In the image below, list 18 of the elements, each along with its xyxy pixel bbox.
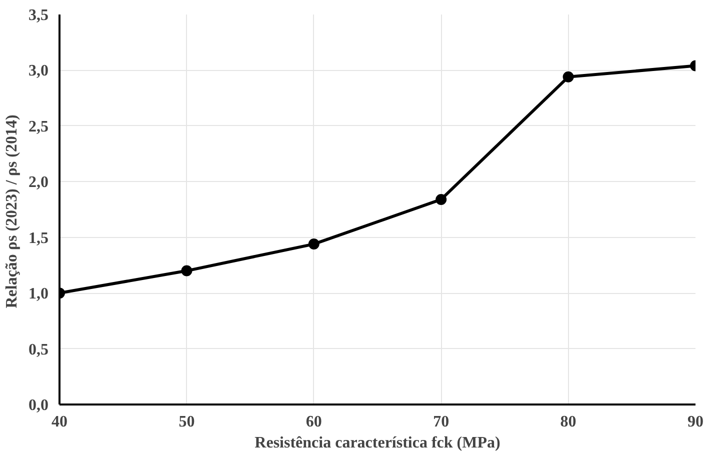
x-tick-label: 80 — [560, 414, 576, 430]
x-tick-label: 50 — [178, 414, 195, 430]
y-tick-label: 3,5 — [28, 7, 48, 24]
x-tick-label: 60 — [306, 414, 322, 430]
y-tick-label: 2,5 — [28, 118, 48, 136]
y-tick-label: 3,0 — [28, 62, 48, 80]
y-tick-label: 1,0 — [28, 286, 48, 303]
y-axis-title: Relação ρs (2023) / ρs (2014) — [4, 114, 20, 308]
y-tick-label: 0,5 — [28, 341, 48, 358]
point — [436, 194, 447, 205]
x-tick-label: 40 — [52, 414, 68, 430]
x-tick-label: 70 — [433, 414, 450, 430]
point — [308, 238, 320, 250]
x-axis-title: Resistência característica fck (MPa) — [254, 434, 500, 452]
y-tick-label: 1,5 — [28, 230, 48, 247]
y-tick-label: 2,0 — [28, 174, 48, 192]
y-tick-label: 0,0 — [28, 397, 48, 414]
x-tick-label: 90 — [688, 414, 704, 430]
